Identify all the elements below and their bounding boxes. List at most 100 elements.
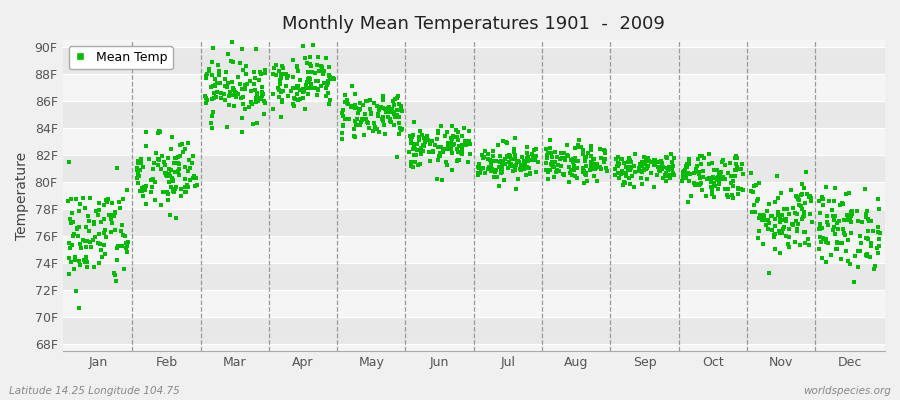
- Point: [696, 168, 710, 174]
- Point: [552, 168, 566, 174]
- Point: [764, 213, 778, 219]
- Point: [139, 129, 153, 135]
- Point: [134, 159, 148, 166]
- Point: [202, 68, 217, 74]
- Point: [688, 182, 702, 188]
- Point: [321, 64, 336, 70]
- Point: [641, 155, 655, 162]
- Point: [421, 137, 436, 143]
- Point: [383, 119, 398, 125]
- Point: [711, 186, 725, 192]
- Point: [162, 171, 176, 177]
- Point: [280, 92, 294, 99]
- Point: [133, 188, 148, 194]
- Point: [830, 220, 844, 226]
- Point: [405, 146, 419, 152]
- Point: [796, 228, 811, 235]
- Point: [391, 95, 405, 102]
- Point: [675, 172, 689, 179]
- Point: [693, 174, 707, 180]
- Point: [752, 215, 766, 222]
- Point: [116, 232, 130, 238]
- Point: [319, 54, 333, 61]
- Point: [274, 75, 288, 81]
- Point: [493, 158, 508, 165]
- Point: [407, 119, 421, 126]
- Point: [269, 62, 284, 68]
- Point: [375, 116, 390, 123]
- Point: [568, 145, 582, 152]
- Point: [505, 163, 519, 169]
- Point: [375, 118, 390, 124]
- Point: [705, 187, 719, 194]
- Point: [610, 160, 625, 166]
- Point: [623, 164, 637, 170]
- Point: [494, 169, 508, 176]
- Point: [476, 155, 491, 162]
- Point: [130, 170, 145, 176]
- Point: [381, 105, 395, 111]
- Point: [436, 146, 451, 152]
- Point: [164, 146, 178, 152]
- Point: [583, 159, 598, 165]
- Point: [838, 231, 852, 238]
- Point: [310, 86, 325, 92]
- Point: [246, 120, 260, 127]
- Point: [664, 166, 679, 172]
- Point: [650, 172, 664, 178]
- Point: [545, 159, 560, 166]
- Point: [659, 170, 673, 176]
- Point: [290, 63, 304, 70]
- Point: [476, 165, 491, 171]
- Point: [710, 167, 724, 173]
- Point: [148, 197, 162, 204]
- Point: [777, 224, 791, 230]
- Point: [82, 218, 96, 224]
- Point: [219, 76, 233, 82]
- Point: [834, 200, 849, 206]
- Bar: [62, 236, 885, 263]
- Point: [821, 222, 835, 228]
- Point: [666, 163, 680, 170]
- Point: [151, 155, 166, 162]
- Point: [310, 78, 325, 85]
- Point: [72, 201, 86, 207]
- Point: [445, 150, 459, 156]
- Point: [431, 157, 446, 164]
- Point: [83, 195, 97, 202]
- Point: [771, 228, 786, 234]
- Point: [545, 162, 560, 169]
- Point: [836, 230, 850, 236]
- Point: [370, 102, 384, 109]
- Point: [667, 155, 681, 161]
- Point: [582, 166, 597, 173]
- Point: [527, 156, 542, 163]
- Point: [416, 142, 430, 148]
- Point: [662, 175, 677, 182]
- Point: [111, 256, 125, 263]
- Point: [744, 208, 759, 215]
- Point: [417, 134, 431, 141]
- Point: [832, 218, 847, 224]
- Point: [571, 165, 585, 172]
- Point: [250, 92, 265, 98]
- Point: [835, 201, 850, 208]
- Point: [716, 173, 731, 180]
- Point: [495, 138, 509, 145]
- Point: [695, 187, 709, 193]
- Point: [756, 217, 770, 224]
- Point: [238, 70, 253, 77]
- Point: [755, 217, 770, 224]
- Point: [308, 85, 322, 91]
- Point: [385, 98, 400, 104]
- Point: [163, 172, 177, 179]
- Point: [347, 101, 362, 108]
- Point: [765, 227, 779, 234]
- Point: [335, 130, 349, 136]
- Point: [598, 147, 612, 154]
- Point: [827, 224, 842, 230]
- Point: [220, 124, 235, 130]
- Point: [633, 161, 647, 168]
- Point: [140, 201, 154, 207]
- Point: [274, 98, 289, 105]
